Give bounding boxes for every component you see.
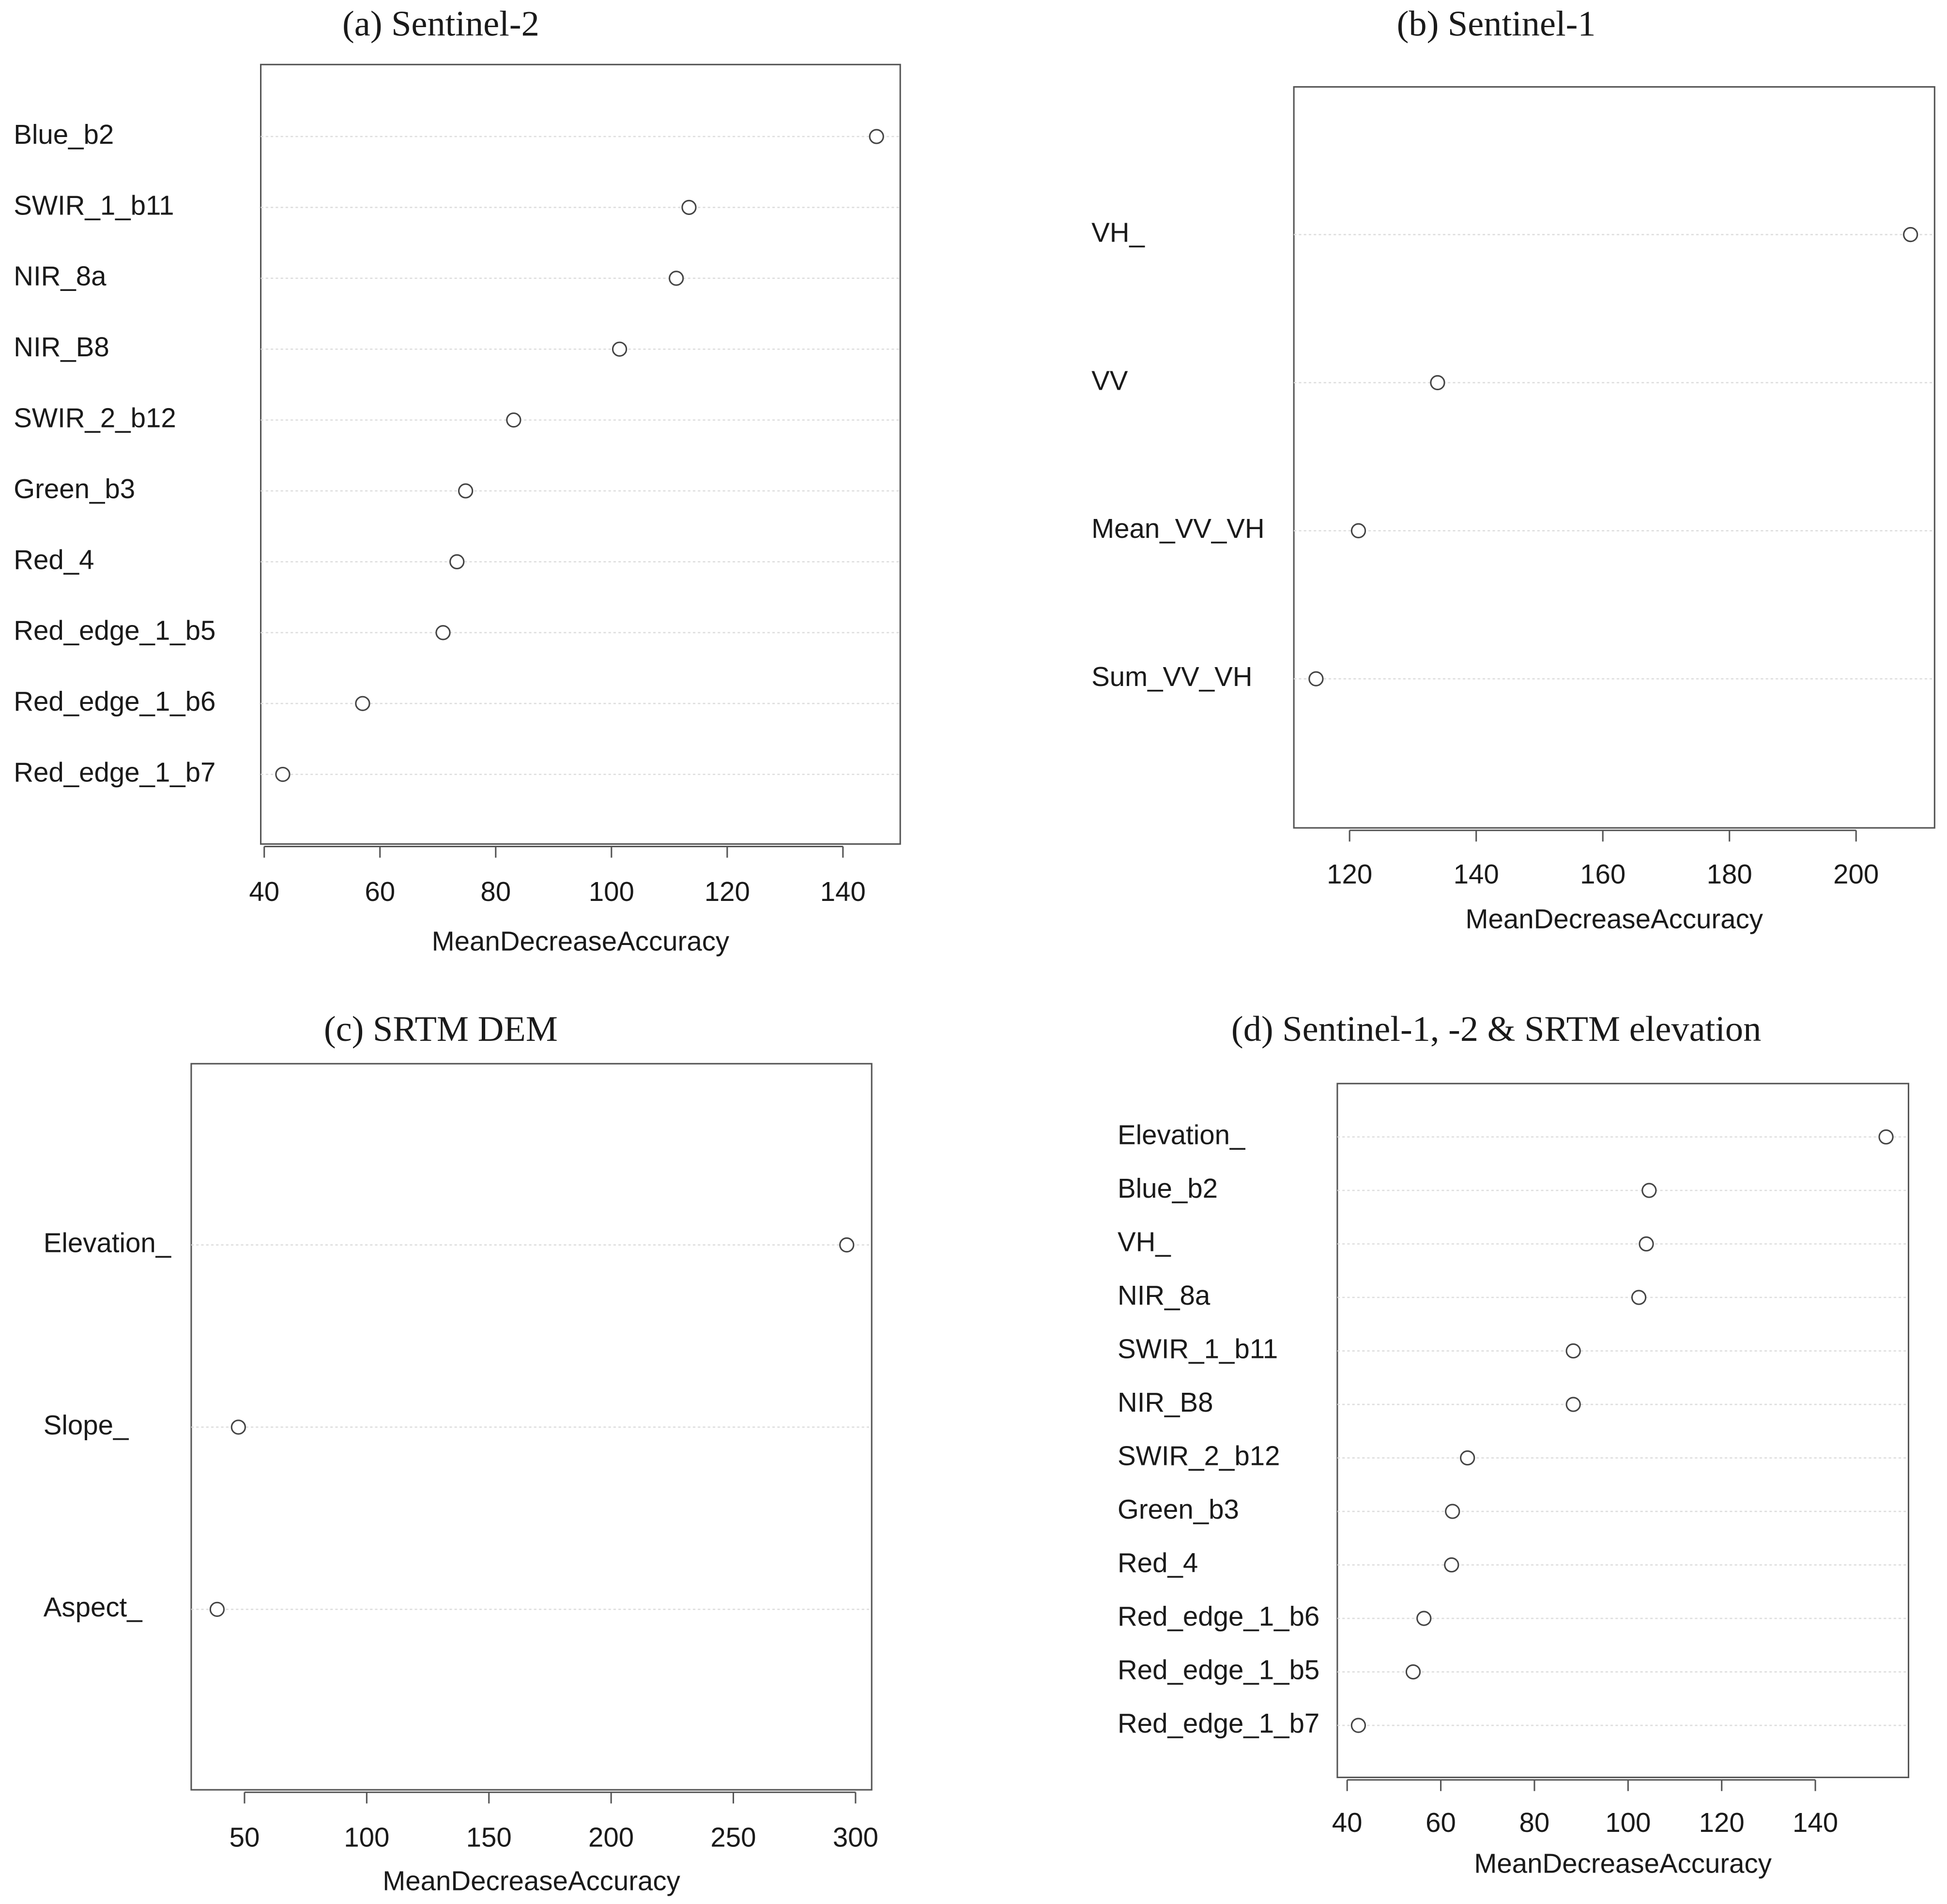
dot [612,341,628,357]
x-tick-label: 200 [588,1822,634,1853]
x-axis-title: MeanDecreaseAccuracy [383,1865,680,1896]
dot [458,483,474,499]
category-label: Blue_b2 [14,119,114,150]
dot [1416,1611,1432,1626]
category-label: Red_edge_1_b7 [1118,1708,1319,1738]
category-label: Aspect_ [44,1592,142,1622]
dot [209,1601,225,1617]
x-axis-title: MeanDecreaseAccuracy [1465,903,1763,934]
category-label: NIR_B8 [1118,1387,1213,1417]
x-tick-label: 140 [820,876,866,907]
dot [1460,1450,1475,1466]
plot-box [260,63,901,845]
panel-title: (c) SRTM DEM [324,1009,558,1049]
dot [839,1237,855,1253]
category-label: NIR_8a [14,261,107,291]
category-label: SWIR_2_b12 [14,403,176,433]
x-tick-label: 60 [1426,1807,1456,1838]
dot [669,271,684,286]
dot [869,129,884,144]
x-tick-label: 60 [365,876,395,907]
category-label: Elevation_ [1118,1119,1245,1150]
dot [1631,1290,1647,1305]
category-label: Blue_b2 [1118,1173,1218,1203]
dot [449,554,465,570]
category-label: Red_edge_1_b5 [1118,1654,1319,1685]
category-label: Mean_VV_VH [1091,513,1264,544]
x-tick-label: 200 [1833,859,1879,889]
x-axis-title: MeanDecreaseAccuracy [1474,1848,1772,1878]
category-label: Elevation_ [44,1227,171,1258]
x-tick-label: 100 [344,1822,389,1853]
category-label: SWIR_2_b12 [1118,1440,1280,1471]
category-label: NIR_8a [1118,1280,1211,1310]
x-tick-label: 120 [1327,859,1372,889]
dot [1639,1236,1654,1252]
category-label: Red_edge_1_b7 [14,757,215,788]
x-tick-label: 50 [230,1822,260,1853]
category-label: Red_4 [1118,1547,1198,1578]
x-axis-title: MeanDecreaseAccuracy [432,926,730,956]
dot [1405,1664,1421,1680]
x-tick-label: 180 [1707,859,1752,889]
plot-box [1336,1082,1910,1779]
x-tick-label: 80 [1519,1807,1550,1838]
plot-box [1293,86,1935,829]
category-label: Sum_VV_VH [1091,661,1252,692]
x-tick-label: 250 [710,1822,756,1853]
dot [1444,1557,1459,1573]
category-label: SWIR_1_b11 [1118,1333,1278,1364]
x-tick-label: 100 [1605,1807,1651,1838]
dot [275,766,291,782]
dot [1565,1397,1581,1412]
dot [1308,671,1324,686]
dot [506,412,521,428]
dot [1430,375,1445,391]
x-tick-label: 100 [589,876,634,907]
x-tick-label: 140 [1793,1807,1838,1838]
dot [1878,1129,1894,1145]
dot [1350,1718,1366,1733]
panel-title: (d) Sentinel-1, -2 & SRTM elevation [1231,1009,1761,1049]
category-label: Red_edge_1_b6 [1118,1601,1319,1631]
x-tick-label: 120 [1699,1807,1745,1838]
x-tick-label: 160 [1580,859,1625,889]
x-tick-label: 40 [249,876,279,907]
dot [1350,523,1366,538]
panel-title: (a) Sentinel-2 [342,4,539,44]
x-tick-label: 120 [705,876,750,907]
dot [1565,1343,1581,1359]
x-tick-label: 300 [833,1822,878,1853]
category-label: Red_edge_1_b5 [14,615,215,646]
dot [1445,1504,1460,1519]
category-label: NIR_B8 [14,332,109,362]
x-tick-label: 80 [480,876,511,907]
dot [1903,227,1918,243]
category-label: VH_ [1118,1226,1171,1257]
x-tick-label: 150 [466,1822,512,1853]
dot [1641,1183,1657,1198]
category-label: VV [1091,365,1128,396]
dot [435,625,451,640]
dot [355,696,370,711]
category-label: Green_b3 [1118,1494,1239,1524]
panel-title: (b) Sentinel-1 [1397,4,1596,44]
category-label: Red_edge_1_b6 [14,686,215,716]
category-label: Red_4 [14,544,94,575]
x-tick-label: 40 [1332,1807,1363,1838]
category-label: Slope_ [44,1410,129,1440]
category-label: Green_b3 [14,473,135,504]
dot [681,199,697,215]
x-tick-label: 140 [1454,859,1499,889]
category-label: SWIR_1_b11 [14,190,174,220]
dot [230,1419,246,1435]
category-label: VH_ [1091,217,1145,247]
